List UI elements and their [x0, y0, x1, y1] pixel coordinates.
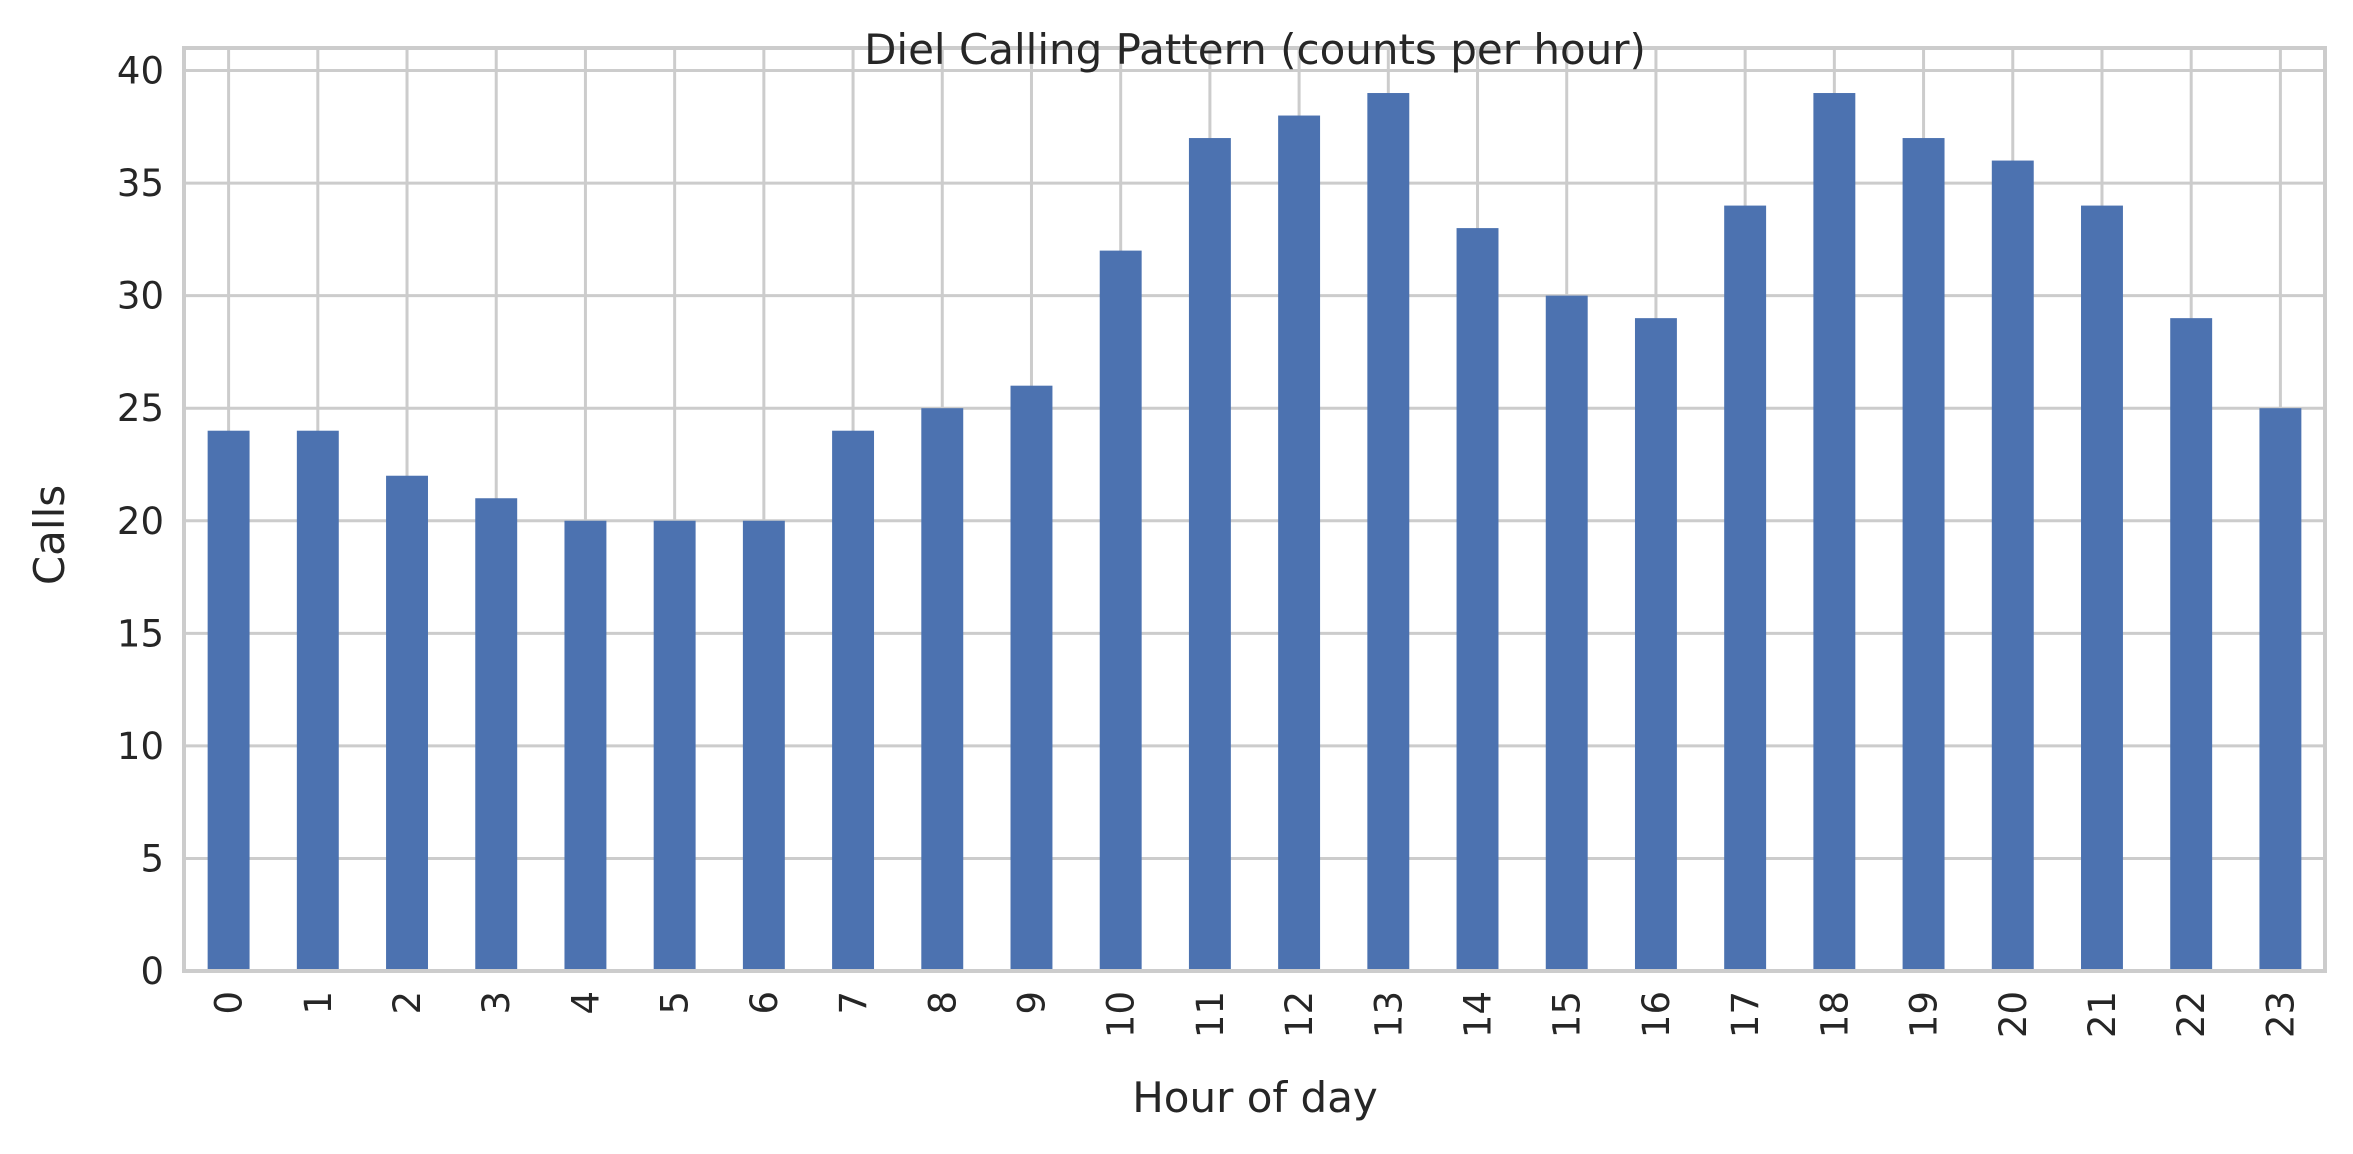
bar-hour-11: [1188, 138, 1231, 972]
bar-hour-19: [1902, 138, 1945, 972]
y-tick-label: 25: [117, 387, 164, 430]
x-tick-label: 17: [1724, 991, 1767, 1038]
bar-hour-7: [832, 430, 875, 972]
bar-hour-16: [1634, 318, 1677, 971]
x-tick-label: 1: [297, 991, 340, 1015]
y-tick-labels: 0 5 10 15 20 25 30 35 40: [117, 50, 164, 993]
x-tick-label: 22: [2170, 991, 2213, 1038]
x-tick-label: 4: [564, 991, 607, 1015]
bar-hour-2: [386, 475, 428, 971]
bar-hour-17: [1724, 205, 1767, 971]
x-tick-label: 3: [475, 991, 518, 1015]
bar-hour-23: [2259, 408, 2302, 971]
x-tick-label: 5: [654, 991, 697, 1015]
bar-hour-5: [653, 520, 696, 971]
y-tick-label: 15: [117, 612, 164, 655]
bar-hour-9: [1010, 385, 1053, 971]
x-tick-label: 18: [1813, 991, 1856, 1038]
x-tick-label: 11: [1189, 991, 1232, 1038]
chart-title: Diel Calling Pattern (counts per hour): [864, 25, 1646, 74]
y-tick-label: 35: [117, 162, 164, 205]
bar-hour-10: [1099, 250, 1142, 972]
x-tick-label: 9: [1010, 991, 1053, 1015]
x-tick-label: 16: [1635, 991, 1678, 1038]
x-tick-label: 6: [743, 991, 786, 1015]
bar-hour-0: [207, 430, 250, 972]
bar-hour-22: [2170, 318, 2213, 971]
y-tick-label: 10: [117, 725, 164, 768]
bar-hour-21: [2081, 205, 2123, 971]
y-tick-label: 40: [117, 50, 164, 93]
x-tick-labels: 0 1 2 3 4 5 6 7 8 9 10 11 12 13 14 15 16 17 18 19 20 21 22 23: [208, 991, 2303, 1038]
x-tick-label: 20: [1992, 991, 2035, 1038]
x-tick-label: 12: [1278, 991, 1321, 1038]
bar-hour-1: [296, 430, 339, 972]
x-tick-label: 7: [832, 991, 875, 1015]
bars: [207, 93, 2302, 972]
bar-hour-13: [1367, 93, 1410, 971]
x-tick-label: 0: [208, 991, 251, 1015]
x-tick-label: 23: [2259, 991, 2302, 1038]
y-axis-title: Calls: [25, 485, 74, 585]
x-tick-label: 19: [1903, 991, 1946, 1038]
y-tick-label: 30: [117, 275, 164, 318]
x-tick-label: 14: [1457, 991, 1500, 1038]
bar-hour-15: [1545, 295, 1588, 971]
y-tick-label: 5: [140, 837, 164, 880]
x-tick-label: 8: [921, 991, 964, 1015]
bar-hour-14: [1456, 228, 1499, 972]
y-tick-label: 0: [140, 950, 164, 993]
bar-hour-4: [564, 520, 607, 971]
plot-border: [182, 46, 2327, 973]
bar-hour-8: [921, 408, 964, 971]
bar-hour-12: [1278, 115, 1321, 972]
x-tick-label: 2: [386, 991, 429, 1015]
x-axis-title: Hour of day: [1132, 1073, 1378, 1122]
x-tick-label: 15: [1546, 991, 1589, 1038]
bar-hour-3: [475, 498, 518, 971]
y-tick-label: 20: [117, 500, 164, 543]
x-tick-label: 21: [2081, 991, 2124, 1038]
x-tick-label: 10: [1100, 991, 1143, 1038]
bar-hour-20: [1991, 160, 2034, 971]
x-tick-label: 13: [1367, 991, 1410, 1038]
plot-frame: [182, 46, 2327, 973]
bar-hour-6: [742, 520, 785, 971]
bar-hour-18: [1813, 93, 1856, 971]
